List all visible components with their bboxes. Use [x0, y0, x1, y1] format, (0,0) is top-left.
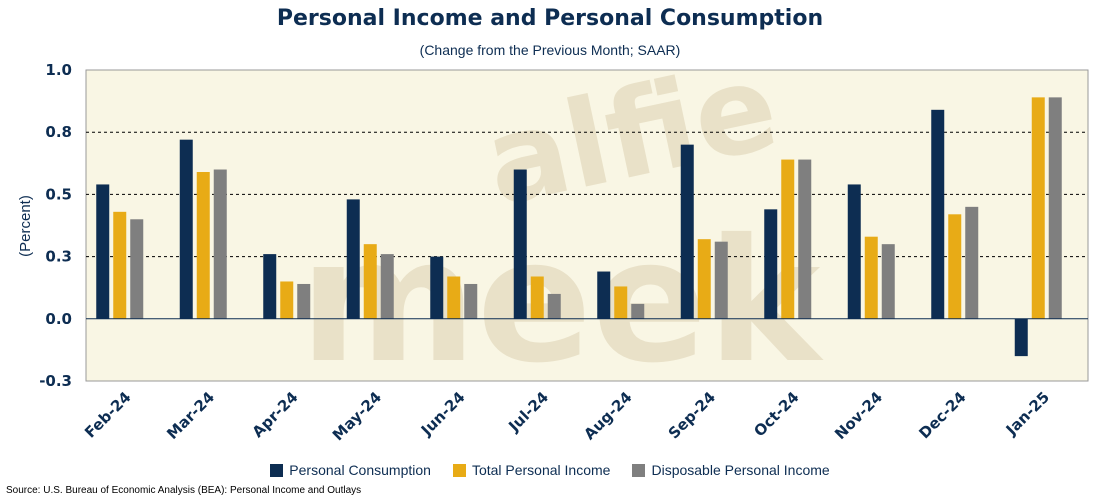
- bar-total-personal-income-apr-24: [280, 281, 294, 319]
- source-note: Source: U.S. Bureau of Economic Analysis…: [6, 485, 362, 496]
- bar-total-personal-income-aug-24: [614, 286, 628, 319]
- bar-disposable-personal-income-mar-24: [213, 169, 227, 319]
- bar-personal-consumption-oct-24: [764, 209, 778, 319]
- legend-swatch: [632, 463, 646, 477]
- legend-swatch: [452, 463, 466, 477]
- legend-item: Disposable Personal Income: [632, 462, 830, 478]
- bars: [96, 97, 1062, 357]
- gridlines: [86, 131, 1088, 258]
- x-tick-label: Feb-24: [81, 388, 134, 441]
- bar-total-personal-income-jan-25: [1031, 97, 1045, 319]
- legend-label: Personal Consumption: [289, 462, 431, 478]
- bar-personal-consumption-jul-24: [513, 169, 527, 319]
- bar-total-personal-income-may-24: [363, 244, 377, 319]
- bar-disposable-personal-income-jun-24: [464, 283, 478, 319]
- bar-personal-consumption-jan-25: [1014, 318, 1028, 357]
- bar-total-personal-income-jun-24: [447, 276, 461, 319]
- legend-item: Total Personal Income: [452, 462, 611, 478]
- bar-total-personal-income-dec-24: [948, 214, 962, 319]
- chart-subtitle: (Change from the Previous Month; SAAR): [419, 42, 681, 58]
- legend-label: Disposable Personal Income: [651, 462, 830, 478]
- x-tick-label: Jan-25: [1002, 388, 1053, 439]
- y-axis-ticks: 1.0 0.8 0.5 0.3 0.0 -0.3: [39, 61, 72, 390]
- watermark-text-2: meek: [300, 203, 825, 401]
- bar-personal-consumption-aug-24: [597, 271, 611, 319]
- bar-personal-consumption-apr-24: [263, 254, 277, 319]
- bar-total-personal-income-mar-24: [196, 172, 210, 319]
- y-axis-label: (Percent): [17, 195, 34, 257]
- bar-total-personal-income-oct-24: [781, 159, 795, 319]
- bar-disposable-personal-income-aug-24: [631, 303, 645, 319]
- x-tick-label: Nov-24: [831, 388, 886, 443]
- bar-personal-consumption-dec-24: [931, 109, 945, 319]
- legend-item: Personal Consumption: [270, 462, 431, 478]
- y-tick-label: 0.5: [45, 185, 72, 203]
- legend-swatch: [270, 463, 284, 477]
- x-tick-label: Dec-24: [915, 388, 969, 442]
- y-tick-label: -0.3: [39, 372, 72, 390]
- bar-personal-consumption-nov-24: [847, 184, 861, 319]
- bar-disposable-personal-income-feb-24: [130, 219, 144, 319]
- legend-label: Total Personal Income: [471, 462, 611, 478]
- bar-total-personal-income-nov-24: [864, 236, 878, 319]
- bar-personal-consumption-mar-24: [179, 139, 193, 319]
- x-tick-label: Apr-24: [249, 388, 302, 441]
- bar-disposable-personal-income-apr-24: [297, 283, 311, 319]
- y-tick-label: 0.3: [45, 248, 72, 266]
- bar-total-personal-income-feb-24: [113, 211, 127, 319]
- bar-disposable-personal-income-may-24: [380, 254, 394, 319]
- plot-background: [85, 69, 1089, 382]
- bar-total-personal-income-jul-24: [530, 276, 544, 319]
- chart-title: Personal Income and Personal Consumption: [276, 6, 824, 31]
- bar-total-personal-income-sep-24: [697, 239, 711, 319]
- bar-disposable-personal-income-sep-24: [714, 241, 728, 319]
- bar-disposable-personal-income-nov-24: [881, 244, 895, 319]
- bar-disposable-personal-income-jul-24: [547, 293, 561, 319]
- x-tick-label: Mar-24: [163, 388, 218, 443]
- bar-disposable-personal-income-oct-24: [798, 159, 812, 319]
- y-tick-label: 0.8: [45, 123, 72, 141]
- y-tick-label: 1.0: [45, 61, 72, 79]
- bar-personal-consumption-sep-24: [680, 144, 694, 319]
- y-tick-label: 0.0: [45, 310, 72, 328]
- bar-personal-consumption-jun-24: [430, 256, 444, 319]
- bar-personal-consumption-feb-24: [96, 184, 110, 319]
- bar-disposable-personal-income-dec-24: [965, 206, 979, 319]
- legend: Personal Consumption Total Personal Incom…: [0, 462, 1100, 478]
- bar-disposable-personal-income-jan-25: [1048, 97, 1062, 319]
- bar-personal-consumption-may-24: [346, 199, 360, 319]
